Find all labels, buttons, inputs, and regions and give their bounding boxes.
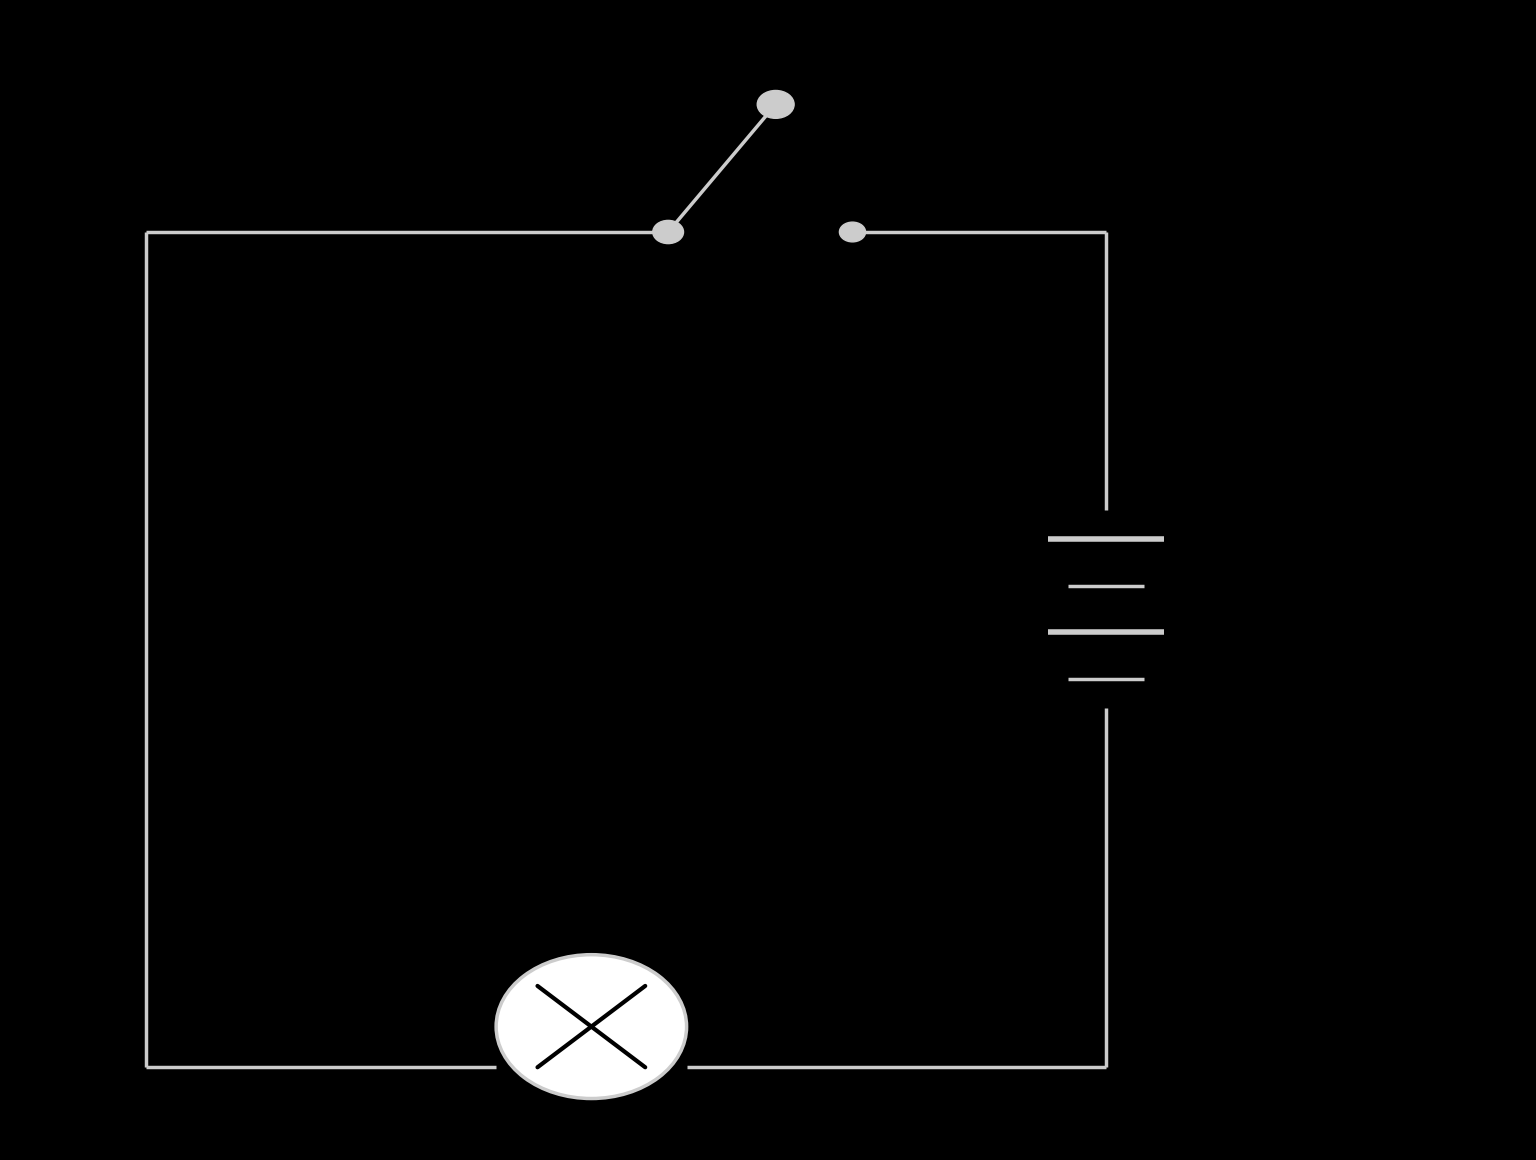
Circle shape [496, 955, 687, 1099]
Circle shape [757, 90, 794, 118]
Circle shape [839, 223, 866, 242]
Circle shape [653, 220, 684, 244]
